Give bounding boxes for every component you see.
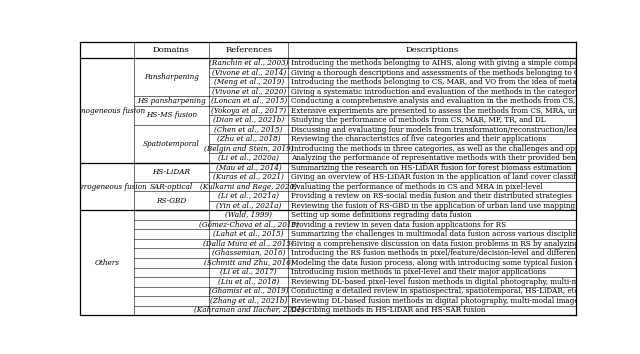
Text: (Vivone et al., 2020): (Vivone et al., 2020) — [211, 87, 286, 96]
Text: Giving a thorough descriptions and assessments of the methods belonging to CS an: Giving a thorough descriptions and asses… — [291, 69, 640, 76]
Text: Providing a review in seven data fusion applications for RS: Providing a review in seven data fusion … — [291, 221, 506, 229]
Text: (Li et al., 2017): (Li et al., 2017) — [220, 268, 277, 276]
Text: (Wald, 1999): (Wald, 1999) — [225, 211, 272, 219]
Text: (Kahraman and Ilacher, 2021): (Kahraman and Ilacher, 2021) — [193, 306, 304, 314]
Text: Introducing fusion methods in pixel-level and their major applications: Introducing fusion methods in pixel-leve… — [291, 268, 546, 276]
Text: (Schmitt and Zhu, 2016): (Schmitt and Zhu, 2016) — [204, 259, 294, 267]
Text: Setting up some definitions regrading data fusion: Setting up some definitions regrading da… — [291, 211, 472, 219]
Text: Extensive experiments are presented to assess the methods from CS, MRA, unmixing: Extensive experiments are presented to a… — [291, 107, 640, 115]
Text: Analyzing the performance of representative methods with their provided benchmar: Analyzing the performance of representat… — [291, 154, 632, 162]
Text: (Vivone et al., 2014): (Vivone et al., 2014) — [211, 69, 286, 76]
Text: Studying the performance of methods from CS, MAR, MF, TR, and DL: Studying the performance of methods from… — [291, 116, 546, 124]
Text: Descriptions: Descriptions — [406, 46, 459, 55]
Text: (Mau et al., 2014): (Mau et al., 2014) — [216, 164, 282, 172]
Text: Summarizing the research on HS-LiDAR fusion for forest biomass estimation: Summarizing the research on HS-LiDAR fus… — [291, 164, 572, 172]
Text: (Yin et al., 2021a): (Yin et al., 2021a) — [216, 202, 282, 210]
Text: Giving a comprehensive discussion on data fusion problems in RS by analyzing the: Giving a comprehensive discussion on dat… — [291, 240, 640, 248]
Text: Homogeneous fusion: Homogeneous fusion — [68, 107, 145, 115]
Text: (Loncan et al., 2015): (Loncan et al., 2015) — [211, 97, 287, 105]
Text: (Belgin and Stein, 2019): (Belgin and Stein, 2019) — [204, 145, 294, 153]
Text: (Kuras et al., 2021): (Kuras et al., 2021) — [213, 173, 284, 181]
Text: Summarizing the challenges in multimodal data fusion across various disciplines: Summarizing the challenges in multimodal… — [291, 230, 586, 238]
Text: (Meng et al., 2019): (Meng et al., 2019) — [214, 78, 284, 86]
Text: (Li et al., 2020a): (Li et al., 2020a) — [218, 154, 279, 162]
Text: Giving a systematic introduction and evaluation of the methods in the category o: Giving a systematic introduction and eva… — [291, 87, 640, 96]
Text: Describing methods in HS-LiDAR and HS-SAR fusion: Describing methods in HS-LiDAR and HS-SA… — [291, 306, 486, 314]
Text: Introducing the methods belonging to CS, MAR, and VO from the idea of meta-analy: Introducing the methods belonging to CS,… — [291, 78, 609, 86]
Text: Providing a review on RS-social media fusion and their distributed strategies: Providing a review on RS-social media fu… — [291, 192, 572, 200]
Text: RS-GBD: RS-GBD — [156, 197, 186, 205]
Text: (Zhang et al., 2021b): (Zhang et al., 2021b) — [210, 297, 287, 305]
Text: (Ghassemian, 2016): (Ghassemian, 2016) — [212, 249, 285, 257]
Text: Introducing the RS fusion methods in pixel/feature/decision-level and different : Introducing the RS fusion methods in pix… — [291, 249, 640, 257]
Text: HS pansharpening: HS pansharpening — [137, 97, 205, 105]
Text: Giving an overview of HS-LiDAR fusion in the application of land cover classific: Giving an overview of HS-LiDAR fusion in… — [291, 173, 601, 181]
Text: References: References — [225, 46, 272, 55]
Text: SAR-optical: SAR-optical — [150, 183, 193, 191]
Text: (Ranchin et al., 2003): (Ranchin et al., 2003) — [209, 59, 289, 67]
Text: Reviewing DL-based fusion methods in digital photography, multi-modal image, sha: Reviewing DL-based fusion methods in dig… — [291, 297, 640, 305]
Text: Evaluating the performance of methods in CS and MRA in pixel-level: Evaluating the performance of methods in… — [291, 183, 543, 191]
Text: (Yokoya et al., 2017): (Yokoya et al., 2017) — [211, 107, 286, 115]
Text: Reviewing DL-based pixel-level fusion methods in digital photography, multi-moda: Reviewing DL-based pixel-level fusion me… — [291, 278, 640, 286]
Text: Reviewing the characteristics of five categories and their applications: Reviewing the characteristics of five ca… — [291, 135, 547, 143]
Text: Spatiotemporal: Spatiotemporal — [143, 140, 200, 148]
Text: (Kulkarni and Rege, 2020): (Kulkarni and Rege, 2020) — [200, 183, 297, 191]
Text: Others: Others — [94, 259, 119, 267]
Text: Modeling the data fusion process, along with introducing some typical fusion sce: Modeling the data fusion process, along … — [291, 259, 632, 267]
Text: (Zhu et al., 2018): (Zhu et al., 2018) — [217, 135, 280, 143]
Text: Domains: Domains — [153, 46, 189, 55]
Text: Introducing the methods in three categories, as well as the challenges and oppor: Introducing the methods in three categor… — [291, 145, 615, 153]
Text: (Chen et al., 2015): (Chen et al., 2015) — [214, 126, 283, 133]
Text: Heterogeneous fusion: Heterogeneous fusion — [67, 183, 147, 191]
Text: (Li et al., 2021a): (Li et al., 2021a) — [218, 192, 279, 200]
Text: (Liu et al., 2018): (Liu et al., 2018) — [218, 278, 279, 286]
Text: (Gómez-Chova et al., 2015): (Gómez-Chova et al., 2015) — [198, 221, 299, 229]
Text: (Lahat et al., 2015): (Lahat et al., 2015) — [213, 230, 284, 238]
Text: (Dian et al., 2021b): (Dian et al., 2021b) — [213, 116, 284, 124]
Text: HS-MS fusion: HS-MS fusion — [146, 112, 197, 119]
Text: (Ghamisi et al., 2019): (Ghamisi et al., 2019) — [209, 287, 289, 295]
Text: Reviewing the fusion of RS-GBD in the application of urban land use mapping from: Reviewing the fusion of RS-GBD in the ap… — [291, 202, 640, 210]
Text: Conducting a comprehensive analysis and evaluation in the methods from CS, MAR, : Conducting a comprehensive analysis and … — [291, 97, 640, 105]
Text: (Dalla Mura et al., 2015): (Dalla Mura et al., 2015) — [204, 240, 294, 248]
Text: Introducing the methods belonging to AIHS, along with giving a simple comparison: Introducing the methods belonging to AIH… — [291, 59, 596, 67]
Text: Conducting a detailed review in spatiospectral, spatiotemporal, HS-LiDAR, etc: Conducting a detailed review in spatiosp… — [291, 287, 579, 295]
Text: Discussing and evaluating four models from transformation/reconstruction/learnin: Discussing and evaluating four models fr… — [291, 126, 640, 133]
Text: HS-LiDAR: HS-LiDAR — [152, 169, 190, 176]
Text: Pansharpening: Pansharpening — [144, 73, 198, 81]
